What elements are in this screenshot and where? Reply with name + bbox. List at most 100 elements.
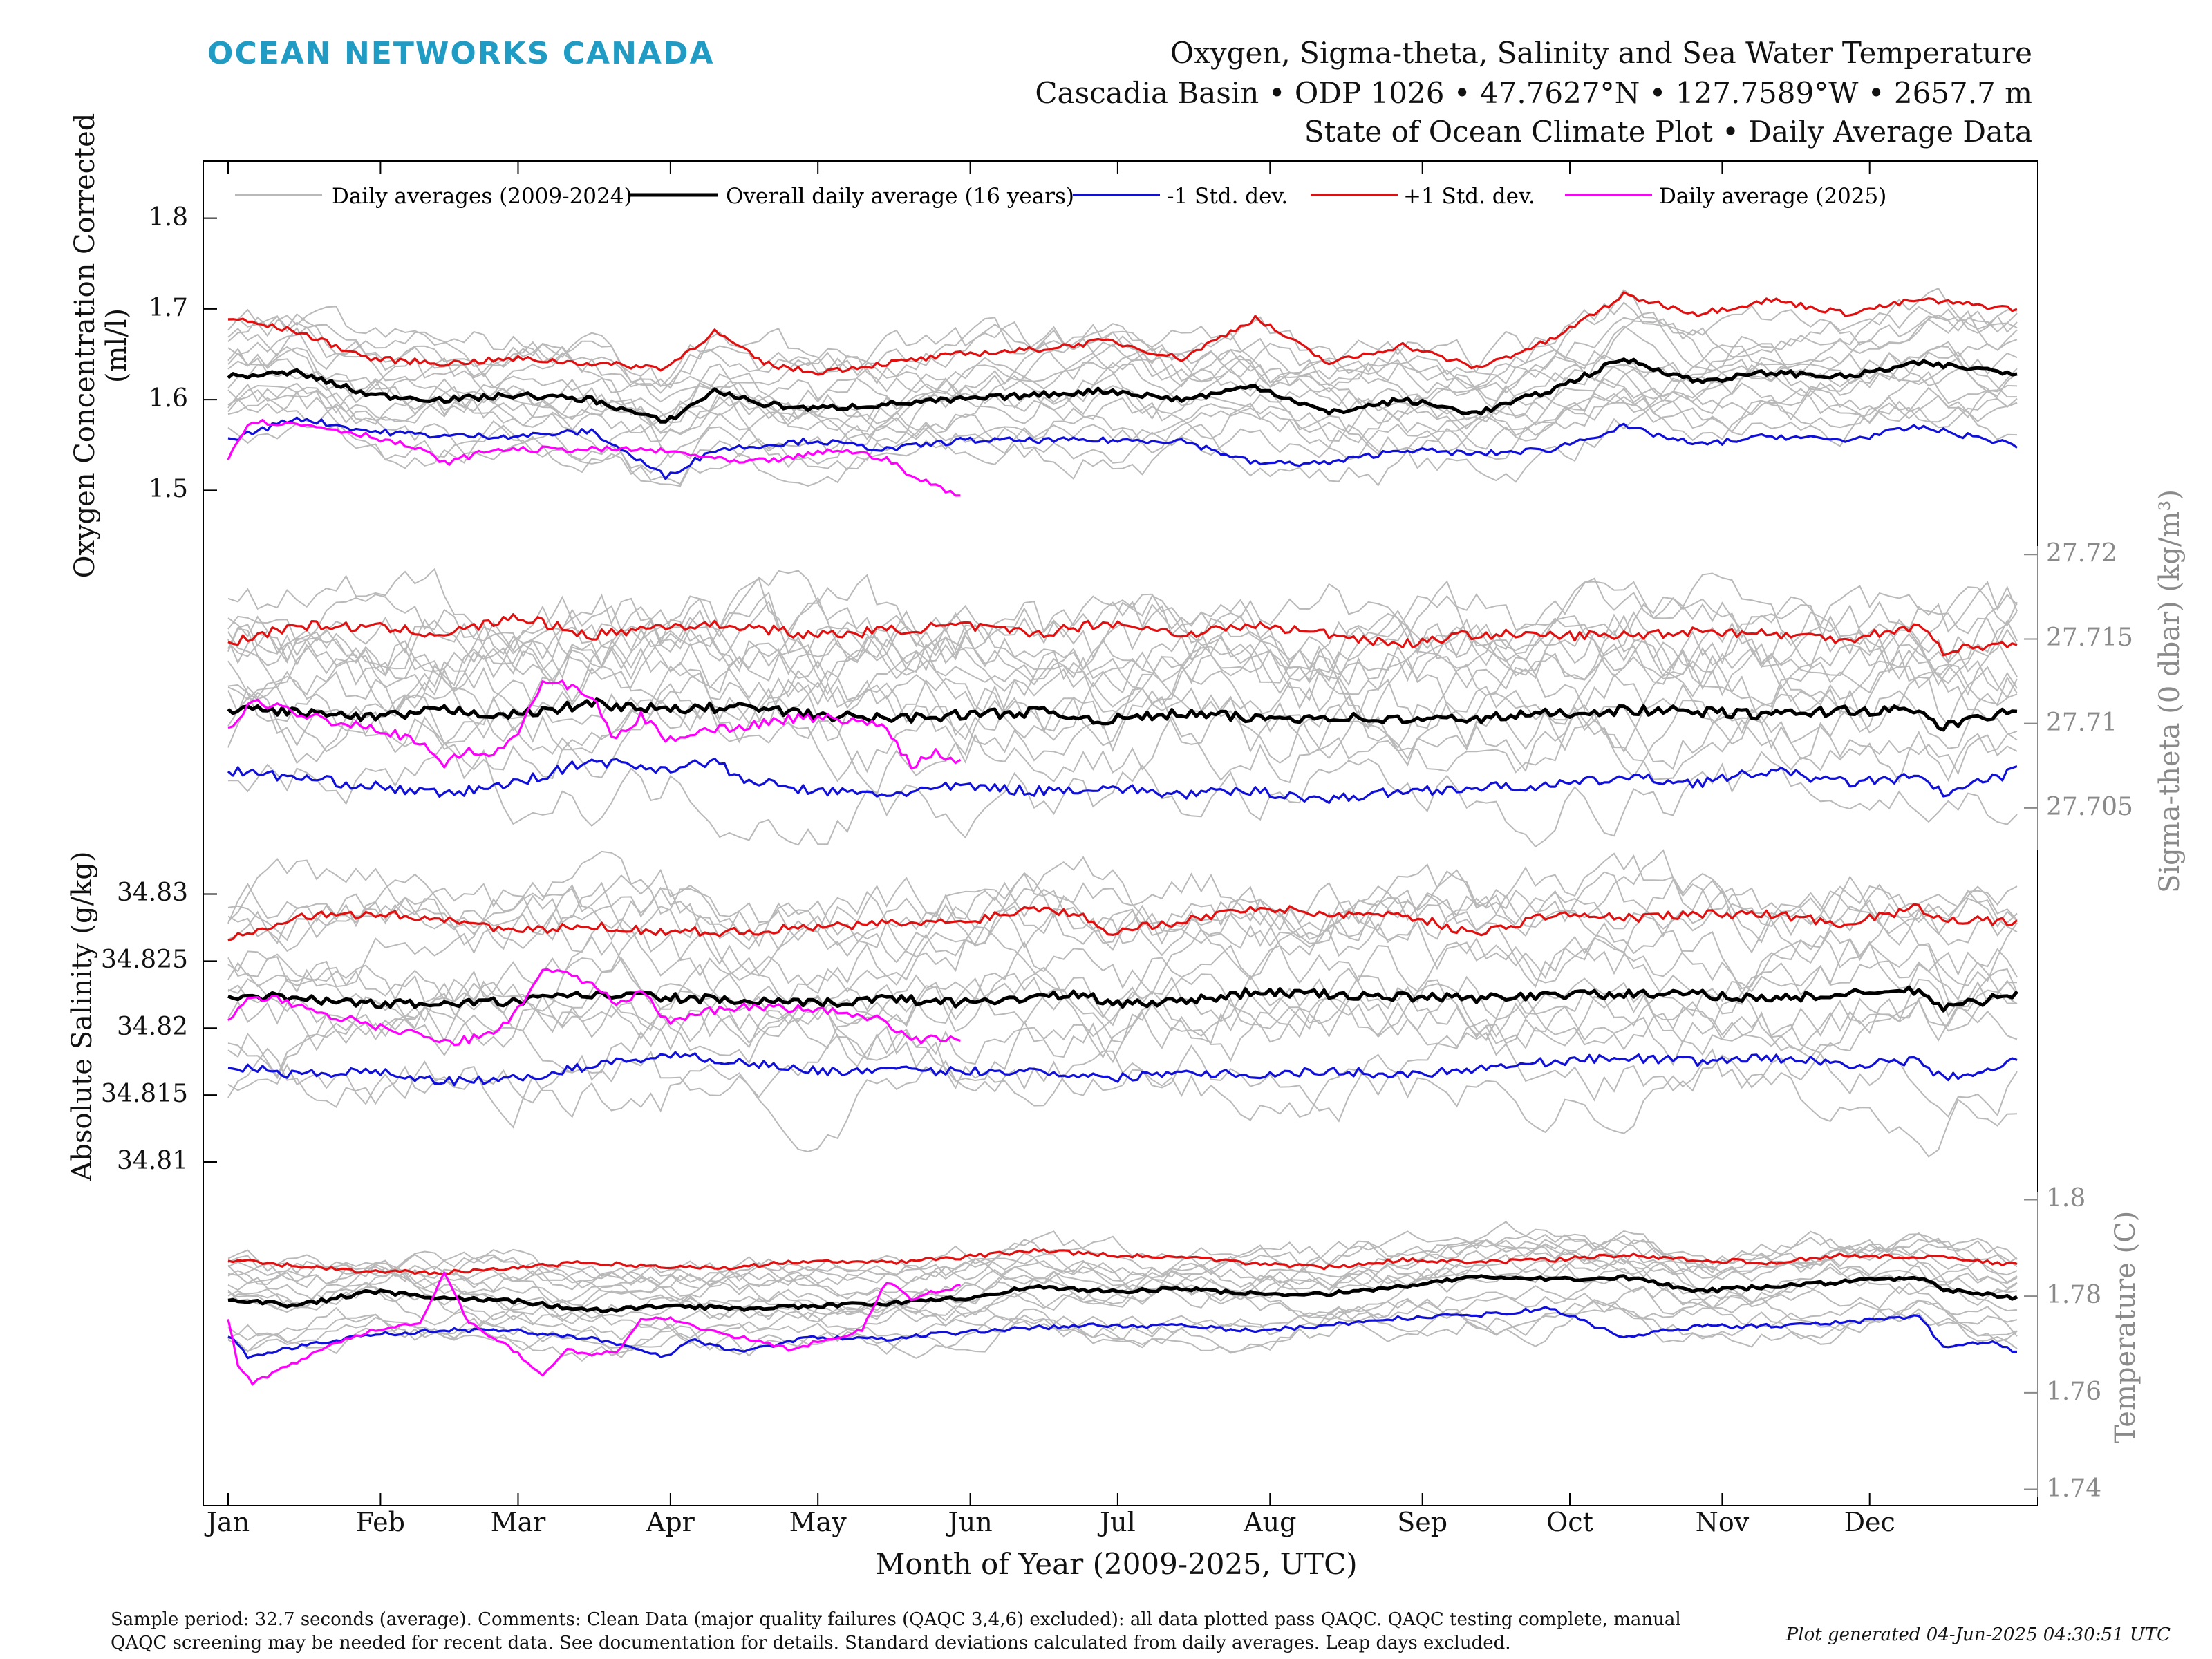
x-tick-label: Apr	[646, 1507, 695, 1537]
plus-series-line-temperature	[227, 1248, 2018, 1275]
chart-legend: Daily averages (2009-2024) Overall daily …	[235, 184, 1886, 209]
y-tick-label: 1.8	[2046, 1184, 2086, 1213]
historical-series-line	[227, 849, 2018, 942]
x-tick-label: Sep	[1397, 1507, 1448, 1537]
brand-logo: OCEAN NETWORKS CANADA	[207, 36, 715, 71]
historical-series-line	[228, 742, 2018, 848]
historical-series-line	[227, 371, 2018, 474]
x-tick-label: Aug	[1244, 1507, 1297, 1537]
historical-series-line	[227, 850, 2018, 948]
historical-series-line	[227, 309, 2018, 403]
x-tick-label: Nov	[1695, 1507, 1750, 1537]
minus-series-line-sigma	[227, 757, 2018, 805]
panel-temperature	[227, 1192, 2038, 1497]
historical-series-line	[227, 1285, 2018, 1349]
historical-series-line	[227, 856, 2018, 964]
historical-series-line	[227, 1047, 2018, 1158]
plus-series-line-oxygen	[227, 291, 2018, 376]
legend-label-mean: Overall daily average (16 years)	[726, 184, 1074, 209]
historical-series-line	[227, 1259, 2018, 1327]
historical-series-line	[227, 1233, 2018, 1293]
historical-series-line	[227, 287, 2018, 389]
generated-timestamp: Plot generated 04-Jun-2025 04:30:51 UTC	[1785, 1624, 2171, 1645]
y-tick-label: 1.78	[2046, 1281, 2102, 1310]
x-tick-label: Jul	[1099, 1507, 1136, 1537]
y-tick-label: 1.74	[2046, 1474, 2102, 1503]
historical-series-line	[227, 396, 2018, 487]
y-tick-label: 34.82	[116, 1013, 188, 1042]
y-tick-label: 34.81	[116, 1146, 188, 1175]
historical-series-line	[227, 691, 2018, 796]
historical-series-line	[227, 599, 2018, 696]
legend-label-minus: -1 Std. dev.	[1167, 184, 1288, 209]
historical-series-line	[227, 382, 2018, 485]
historical-series-line	[227, 671, 2018, 767]
mean-series-line-sigma	[227, 697, 2018, 732]
current-series-line-sigma	[227, 679, 962, 769]
y-tick-label: 27.72	[2046, 539, 2118, 568]
historical-series-line	[227, 568, 2018, 668]
historical-series-line	[227, 1230, 2018, 1285]
y-tick-label: 34.815	[101, 1080, 188, 1109]
historical-series-line	[227, 649, 2018, 760]
historical-series-line	[227, 1300, 2018, 1362]
y-tick-label: 27.715	[2046, 624, 2133, 653]
historical-series-line	[227, 889, 2018, 995]
panel-sigma	[227, 546, 2038, 850]
historical-series-line	[227, 943, 2018, 1048]
y-tick-label: 1.7	[148, 293, 188, 322]
historical-series-line	[227, 345, 2018, 434]
historical-series-line	[227, 650, 2018, 749]
minus-series-line-temperature	[227, 1306, 2018, 1360]
panel-oxygen	[203, 217, 2018, 497]
y-tick-label: 1.8	[148, 203, 188, 232]
chart-title-line1: Oxygen, Sigma-theta, Salinity and Sea Wa…	[1170, 36, 2032, 70]
historical-series-line	[227, 687, 2018, 782]
plus-series-line-salinity	[227, 903, 2018, 942]
mean-series-line-oxygen	[227, 357, 2018, 424]
historical-series-line	[227, 1221, 2018, 1295]
historical-series-line	[227, 577, 2018, 684]
x-tick-label: Dec	[1844, 1507, 1895, 1537]
historical-series-line	[227, 339, 2018, 433]
historical-series-line	[227, 966, 2018, 1059]
historical-series-line	[227, 585, 2018, 697]
historical-series-line	[227, 1253, 2018, 1321]
y-tick-label: 34.83	[116, 879, 188, 908]
panel-salinity	[203, 849, 2018, 1163]
x-axis-label: Month of Year (2009-2025, UTC)	[875, 1547, 1358, 1581]
historical-series-line	[227, 921, 2018, 1027]
minus-series-line-oxygen	[227, 416, 2018, 480]
historical-series-line	[227, 383, 2018, 465]
historical-series-line	[227, 1298, 2018, 1359]
historical-series-line	[227, 968, 2018, 1078]
x-tick-label: Feb	[355, 1507, 405, 1537]
current-series-line-salinity	[227, 968, 961, 1047]
plus-series-line-sigma	[227, 613, 2018, 657]
y-axis-label-salinity: Absolute Salinity (g/kg)	[66, 851, 98, 1181]
historical-series-line	[227, 585, 2018, 695]
y-axis-label-sigma: Sigma-theta (0 dbar) (kg/m³)	[2154, 489, 2186, 894]
chart-panels	[203, 217, 2038, 1497]
y-tick-label: 34.825	[101, 946, 188, 975]
y-tick-label: 1.5	[148, 475, 188, 504]
historical-series-line	[227, 883, 2018, 977]
x-tick-label: Jun	[948, 1507, 993, 1537]
historical-series-line	[227, 308, 2018, 422]
legend-label-current: Daily average (2025)	[1659, 184, 1886, 209]
historical-series-line	[227, 869, 2018, 973]
historical-series-line	[227, 1299, 2018, 1359]
mean-series-line-temperature	[227, 1274, 2018, 1313]
x-tick-label: Oct	[1546, 1507, 1593, 1537]
historical-series-line	[227, 1255, 2018, 1320]
y-tick-label: 27.71	[2046, 708, 2118, 737]
legend-label-plus: +1 Std. dev.	[1403, 184, 1535, 209]
historical-series-line	[227, 606, 2018, 708]
chart-title-line3: State of Ocean Climate Plot • Daily Aver…	[1304, 115, 2032, 149]
current-series-line-oxygen	[227, 418, 961, 497]
historical-series-line	[227, 591, 2018, 706]
x-tick-label: Jan	[206, 1507, 250, 1537]
historical-series-line	[227, 311, 2018, 388]
y-tick-label: 27.705	[2046, 792, 2133, 821]
